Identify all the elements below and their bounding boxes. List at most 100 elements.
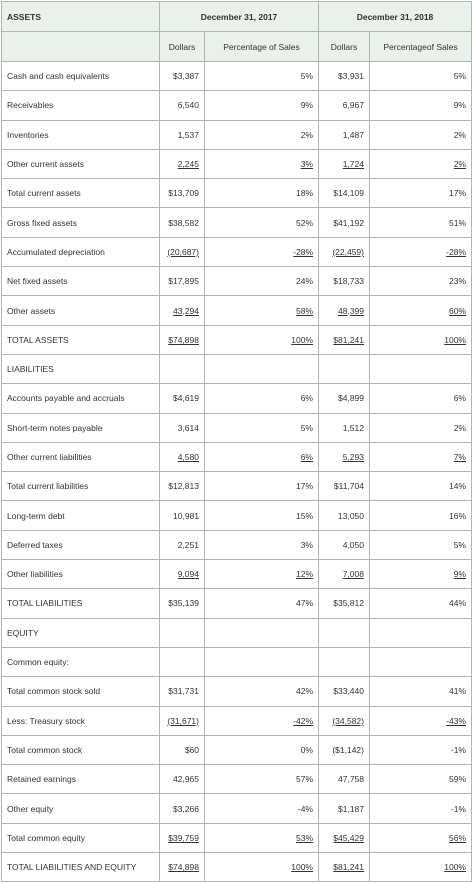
pct-2018-cell: 51% xyxy=(369,207,472,238)
pct-2018-cell: 9% xyxy=(369,90,472,121)
balance-sheet-body: Cash and cash equivalents $3,387 5% $3,931 5… xyxy=(1,60,472,883)
row-label: Other assets xyxy=(1,295,160,326)
dollars-2017-cell: (20,687) xyxy=(159,236,205,268)
pct-2018-cell: -1% xyxy=(369,734,472,766)
pct-sales-2018-header: Percentageof Sales xyxy=(369,31,472,62)
table-row: Less: Treasury stock (31,671) -42% (34,582)… xyxy=(1,705,472,736)
dollars-2017-cell: $74,898 xyxy=(159,852,205,883)
row-label: Total current liabilities xyxy=(1,471,160,502)
row-label: Other equity xyxy=(1,793,160,824)
pct-2017-cell: 58% xyxy=(204,295,319,326)
dollars-2017-cell xyxy=(159,646,205,678)
table-row: Total common stock sold $31,731 42% $33,440… xyxy=(1,676,472,707)
dollars-2017-cell: 2,245 xyxy=(159,148,205,180)
table-row: Inventories 1,537 2% 1,487 2% xyxy=(1,119,472,150)
row-label: TOTAL LIABILITIES AND EQUITY xyxy=(1,852,160,883)
pct-2017-cell: 3% xyxy=(204,148,319,180)
table-row: Gross fixed assets $38,582 52% $41,192 51% xyxy=(1,207,472,238)
dollars-2017-cell: 9,094 xyxy=(159,559,205,590)
row-label: Long-term debt xyxy=(1,500,160,531)
pct-2017-cell: 3% xyxy=(204,529,319,561)
pct-2018-cell: 9% xyxy=(369,559,472,590)
pct-2018-cell xyxy=(369,617,472,648)
dollars-2017-header: Dollars xyxy=(159,31,205,62)
pct-2017-cell: 57% xyxy=(204,764,319,795)
row-label: Deferred taxes xyxy=(1,529,160,561)
dollars-2018-cell: 1,724 xyxy=(318,148,370,180)
pct-2018-cell: 16% xyxy=(369,500,472,531)
pct-2017-cell: 53% xyxy=(204,822,319,854)
dollars-2017-cell: $74,898 xyxy=(159,324,205,355)
dollars-2017-cell: 2,251 xyxy=(159,529,205,561)
pct-2018-cell xyxy=(369,353,472,385)
dollars-2018-cell: $11,704 xyxy=(318,471,370,502)
table-row: EQUITY xyxy=(1,617,472,648)
table-row: Receivables 6,540 9% 6,967 9% xyxy=(1,90,472,121)
pct-2017-cell: 5% xyxy=(204,412,319,443)
pct-2018-cell: 5% xyxy=(369,529,472,561)
pct-2018-cell: 17% xyxy=(369,178,472,209)
table-row: Other equity $3,266 -4% $1,187 -1% xyxy=(1,793,472,824)
pct-2018-cell: 59% xyxy=(369,764,472,795)
dollars-2018-cell: 48,399 xyxy=(318,295,370,326)
table-row: Other current assets 2,245 3% 1,724 2% xyxy=(1,148,472,180)
pct-2018-cell: 2% xyxy=(369,148,472,180)
table-row: Net fixed assets $17,895 24% $18,733 23% xyxy=(1,266,472,297)
dollars-2017-cell: $60 xyxy=(159,734,205,766)
row-label: Less: Treasury stock xyxy=(1,705,160,736)
table-row: Short-term notes payable 3,614 5% 1,512 2% xyxy=(1,412,472,443)
table-row: Other current liabilities 4,580 6% 5,293 7% xyxy=(1,441,472,473)
dollars-2017-cell xyxy=(159,353,205,385)
row-label: TOTAL ASSETS xyxy=(1,324,160,355)
dollars-2017-cell: 1,537 xyxy=(159,119,205,150)
pct-2018-cell: -1% xyxy=(369,793,472,824)
pct-2018-cell: 41% xyxy=(369,676,472,707)
dollars-2018-cell: $81,241 xyxy=(318,852,370,883)
pct-2017-cell: 100% xyxy=(204,324,319,355)
dollars-2018-header: Dollars xyxy=(318,31,370,62)
row-label: Retained earnings xyxy=(1,764,160,795)
dollars-2017-cell: 10,981 xyxy=(159,500,205,531)
dollars-2017-cell: $38,582 xyxy=(159,207,205,238)
dollars-2017-cell: $3,387 xyxy=(159,60,205,92)
row-label: Gross fixed assets xyxy=(1,207,160,238)
table-row: Deferred taxes 2,251 3% 4,050 5% xyxy=(1,529,472,561)
row-label: LIABILITIES xyxy=(1,353,160,385)
table-row: Total common equity $39,759 53% $45,429 56% xyxy=(1,822,472,854)
pct-2018-cell: 100% xyxy=(369,852,472,883)
pct-2017-cell: -28% xyxy=(204,236,319,268)
pct-2017-cell: 0% xyxy=(204,734,319,766)
table-row: Common equity: xyxy=(1,646,472,678)
dollars-2017-cell: $17,895 xyxy=(159,266,205,297)
row-label: Accounts payable and accruals xyxy=(1,383,160,414)
dollars-2018-cell: $3,931 xyxy=(318,60,370,92)
dollars-2018-cell xyxy=(318,353,370,385)
row-label: Accumulated depreciation xyxy=(1,236,160,268)
pct-2017-cell: 12% xyxy=(204,559,319,590)
dollars-2017-cell xyxy=(159,617,205,648)
table-row: Total current liabilities $12,813 17% $11,7… xyxy=(1,471,472,502)
row-label: Short-term notes payable xyxy=(1,412,160,443)
dollars-2017-cell: 42,965 xyxy=(159,764,205,795)
dollars-2017-cell: $35,139 xyxy=(159,588,205,619)
pct-2017-cell xyxy=(204,353,319,385)
period-2018-header: December 31, 2018 xyxy=(318,1,472,32)
table-row: Accounts payable and accruals $4,619 6% $4,… xyxy=(1,383,472,414)
row-label: Total common equity xyxy=(1,822,160,854)
table-row: Long-term debt 10,981 15% 13,050 16% xyxy=(1,500,472,531)
pct-2018-cell: -43% xyxy=(369,705,472,736)
dollars-2017-cell: $12,813 xyxy=(159,471,205,502)
row-label: Inventories xyxy=(1,119,160,150)
pct-2018-cell: 2% xyxy=(369,412,472,443)
row-label: Common equity: xyxy=(1,646,160,678)
dollars-2018-cell: 4,050 xyxy=(318,529,370,561)
table-row: Total current assets $13,709 18% $14,109 17% xyxy=(1,178,472,209)
pct-2018-cell: 14% xyxy=(369,471,472,502)
row-label: Total common stock sold xyxy=(1,676,160,707)
pct-2017-cell: 5% xyxy=(204,60,319,92)
pct-2017-cell: 100% xyxy=(204,852,319,883)
row-label: EQUITY xyxy=(1,617,160,648)
pct-2017-cell: 6% xyxy=(204,383,319,414)
table-row: Accumulated depreciation (20,687) -28% (22,… xyxy=(1,236,472,268)
